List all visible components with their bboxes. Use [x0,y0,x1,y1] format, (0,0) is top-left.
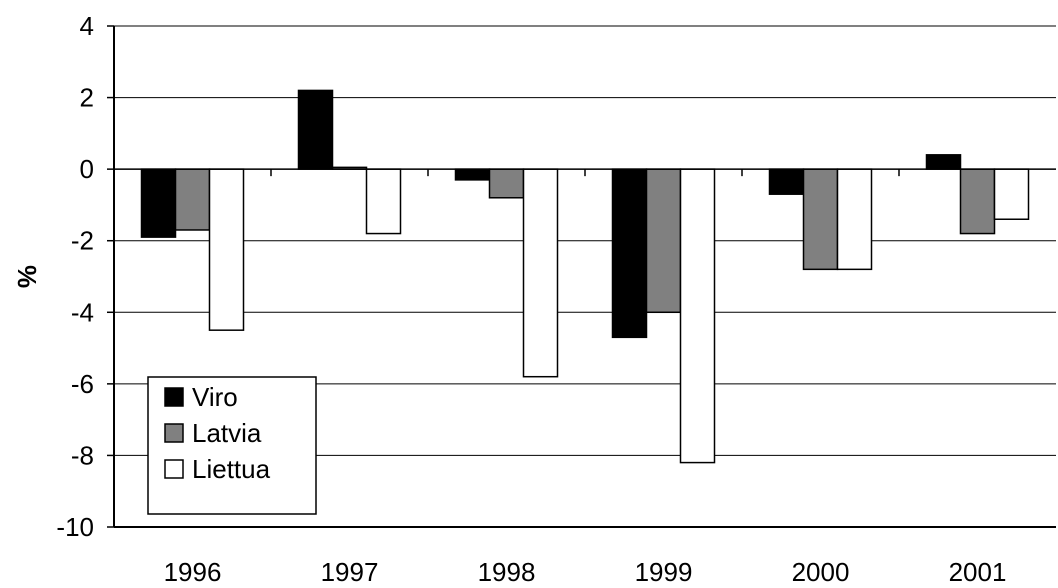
bar-latvia-2000 [804,169,838,269]
bar-liettua-1997 [367,169,401,233]
bar-viro-2000 [770,169,804,194]
x-tick-label: 1999 [635,557,693,587]
legend-label-liettua: Liettua [192,454,271,484]
y-axis-title: % [12,265,42,288]
y-tick-label: 0 [80,154,94,184]
x-tick-label: 2000 [792,557,850,587]
bar-liettua-1999 [681,169,715,462]
legend-swatch-liettua [165,460,183,478]
legend: Viro Latvia Liettua [148,377,316,514]
legend-label-latvia: Latvia [192,418,262,448]
legend-swatch-viro [165,388,183,406]
bar-latvia-1996 [176,169,210,230]
y-tick-label: -8 [71,440,94,470]
bar-liettua-1998 [524,169,558,377]
y-tick-label: -2 [71,226,94,256]
x-tick-label: 2001 [949,557,1007,587]
x-tick-labels: 1996 1997 1998 1999 2000 2001 [164,557,1007,587]
y-tick-labels: 4 2 0 -2 -4 -6 -8 -10 [56,11,94,542]
bar-latvia-2001 [961,169,995,233]
bar-viro-1996 [142,169,176,237]
bar-viro-1998 [456,169,490,180]
y-tick-label: 2 [80,83,94,113]
y-tick-label: -10 [56,512,94,542]
x-tick-label: 1996 [164,557,222,587]
y-tick-label: -4 [71,297,94,327]
bar-liettua-2000 [838,169,872,269]
bar-latvia-1999 [647,169,681,312]
y-tick-label: 4 [80,11,94,41]
x-tick-label: 1998 [478,557,536,587]
bar-liettua-1996 [210,169,244,330]
bar-liettua-2001 [995,169,1029,219]
bar-viro-1997 [299,90,333,169]
bar-viro-1999 [613,169,647,337]
legend-swatch-latvia [165,424,183,442]
bar-latvia-1998 [490,169,524,198]
legend-label-viro: Viro [192,382,238,412]
x-tick-label: 1997 [321,557,379,587]
bar-viro-2001 [927,155,961,169]
y-tick-label: -6 [71,369,94,399]
